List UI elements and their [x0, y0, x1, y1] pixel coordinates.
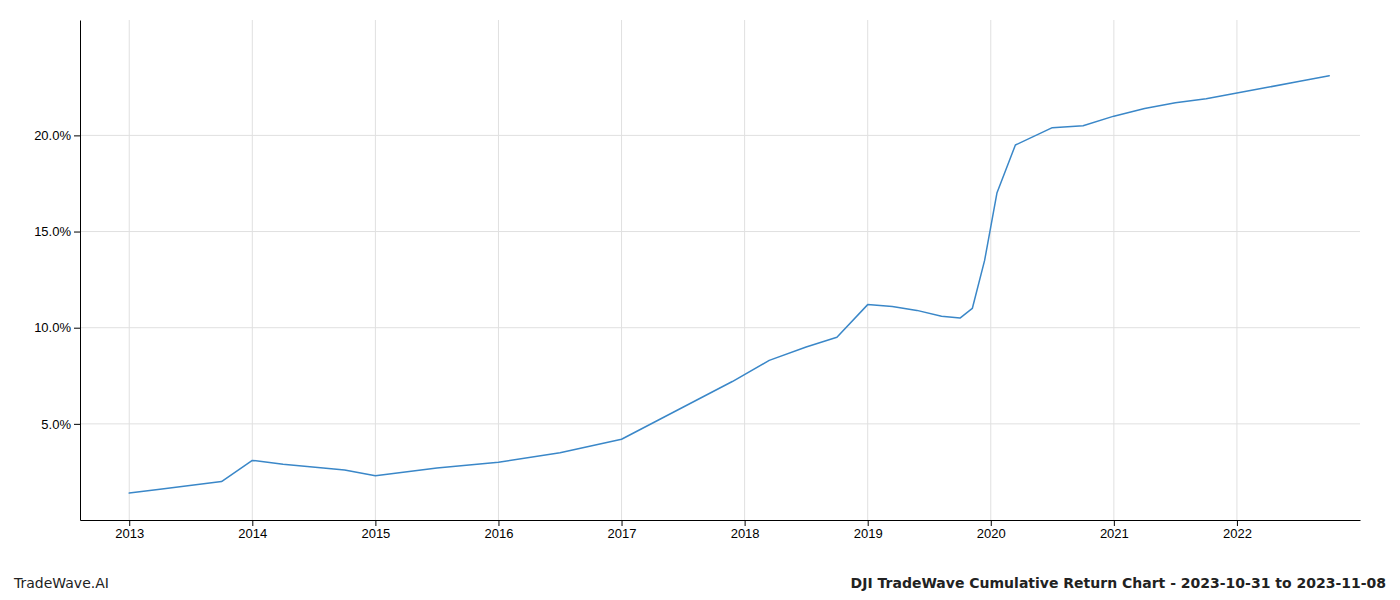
- x-tick: 2021: [1100, 520, 1129, 541]
- x-tick-label: 2017: [608, 526, 637, 541]
- grid-line-x: [498, 20, 499, 520]
- chart-container: 2013 2014 2015 2016 2017 2018 2019 2020 2021 2022…: [0, 0, 1400, 600]
- x-tick: 2014: [238, 520, 267, 541]
- x-tick: 2022: [1223, 520, 1252, 541]
- y-tick: 15.0%: [34, 224, 80, 239]
- grid-line-x: [129, 20, 130, 520]
- x-tick-mark: [252, 520, 253, 526]
- grid-line-x: [621, 20, 622, 520]
- x-tick: 2020: [977, 520, 1006, 541]
- x-tick-mark: [375, 520, 376, 526]
- chart-svg: 2013 2014 2015 2016 2017 2018 2019 2020 2021 2022…: [0, 0, 1400, 600]
- y-tick-mark: [74, 135, 80, 136]
- x-tick-label: 2021: [1100, 526, 1129, 541]
- x-tick: 2018: [731, 520, 760, 541]
- x-tick-mark: [1237, 520, 1238, 526]
- grid-line-x: [990, 20, 991, 520]
- y-tick: 5.0%: [41, 417, 80, 432]
- x-axis-line: [81, 520, 1361, 521]
- grid-line-y: [80, 135, 1360, 136]
- y-tick-label: 5.0%: [41, 417, 71, 432]
- x-tick-label: 2016: [485, 526, 514, 541]
- grid: [80, 20, 1360, 520]
- x-tick-mark: [991, 520, 992, 526]
- grid-line-x: [1236, 20, 1237, 520]
- y-axis: 5.0% 10.0% 15.0% 20.0%: [34, 21, 80, 521]
- x-tick-mark: [129, 520, 130, 526]
- y-tick-mark: [74, 232, 80, 233]
- x-tick-label: 2020: [977, 526, 1006, 541]
- line: [129, 76, 1329, 493]
- y-tick-label: 10.0%: [34, 320, 71, 335]
- x-tick: 2015: [361, 520, 390, 541]
- y-tick-mark: [74, 424, 80, 425]
- grid-line-x: [867, 20, 868, 520]
- y-tick-label: 20.0%: [34, 128, 71, 143]
- grid-line-x: [744, 20, 745, 520]
- y-tick: 10.0%: [34, 320, 80, 335]
- x-tick-mark: [745, 520, 746, 526]
- y-axis-line: [80, 21, 81, 521]
- grid-line-y: [80, 327, 1360, 328]
- x-tick-mark: [498, 520, 499, 526]
- title: DJI TradeWave Cumulative Return Chart - …: [851, 575, 1386, 591]
- x-tick-label: 2018: [731, 526, 760, 541]
- x-tick-label: 2015: [361, 526, 390, 541]
- x-tick-label: 2022: [1223, 526, 1252, 541]
- y-tick: 20.0%: [34, 128, 80, 143]
- x-tick: 2013: [115, 520, 144, 541]
- x-tick-mark: [1114, 520, 1115, 526]
- x-tick: 2016: [485, 520, 514, 541]
- grid-line-x: [1113, 20, 1114, 520]
- y-tick-label: 15.0%: [34, 224, 71, 239]
- watermark: TradeWave.AI: [13, 575, 109, 591]
- x-tick: 2017: [608, 520, 637, 541]
- x-axis: 2013 2014 2015 2016 2017 2018 2019 2020 2021 2022: [81, 520, 1361, 541]
- grid-line-x: [375, 20, 376, 520]
- x-tick-label: 2014: [238, 526, 267, 541]
- x-tick: 2019: [854, 520, 883, 541]
- plot-area: 2013 2014 2015 2016 2017 2018 2019 2020 2021 2022…: [34, 20, 1360, 541]
- y-tick-mark: [74, 328, 80, 329]
- x-tick-mark: [622, 520, 623, 526]
- x-tick-label: 2019: [854, 526, 883, 541]
- x-tick-mark: [868, 520, 869, 526]
- x-tick-label: 2013: [115, 526, 144, 541]
- grid-line-y: [80, 231, 1360, 232]
- marks: [129, 76, 1329, 493]
- grid-line-y: [80, 423, 1360, 424]
- grid-line-x: [252, 20, 253, 520]
